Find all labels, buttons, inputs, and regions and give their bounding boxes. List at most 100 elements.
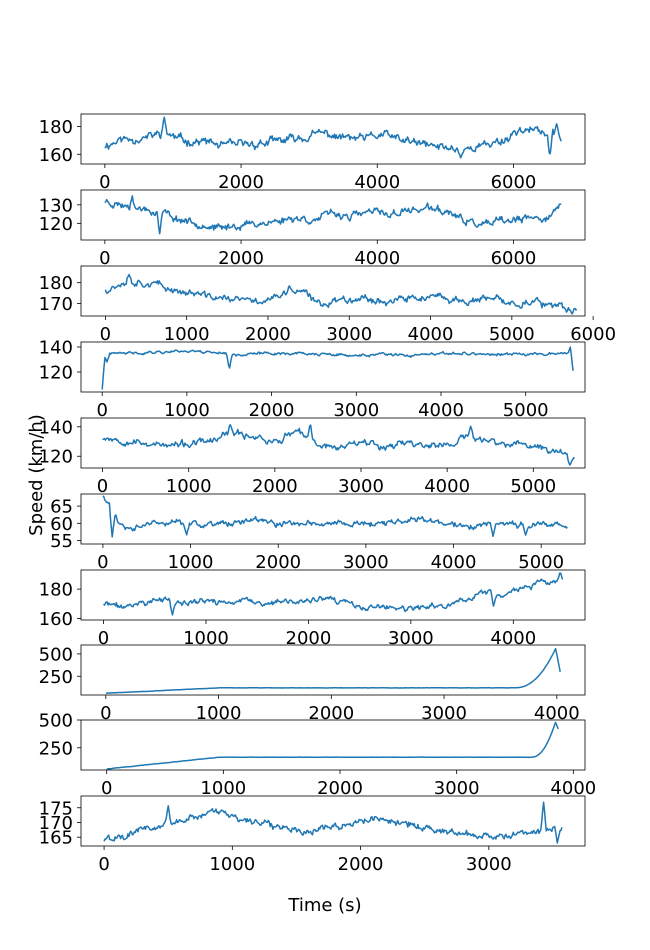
subplot-9: 250 500 0 1000 2000 3000 4000 [39, 711, 597, 800]
x-tick-label: 2000 [245, 324, 291, 345]
y-tick-label: 165 [39, 828, 73, 849]
speed-series-line [102, 424, 575, 466]
x-tick-label: 4000 [550, 778, 596, 799]
y-tick-label: 250 [39, 667, 73, 688]
y-tick-label: 140 [39, 338, 73, 359]
x-tick-label: 5000 [510, 476, 556, 497]
x-tick-label: 4000 [408, 324, 454, 345]
x-tick-label: 0 [100, 324, 111, 345]
x-tick-label: 3000 [434, 778, 480, 799]
x-tick-label: 2000 [308, 703, 354, 724]
speed-series-line [104, 273, 578, 315]
speed-series-line [105, 647, 561, 695]
y-tick-label: 130 [39, 195, 73, 216]
y-tick-label: 60 [50, 514, 73, 535]
speed-series-line [104, 195, 562, 235]
plot-frame [80, 493, 586, 545]
plot-frame [80, 569, 586, 621]
plot-frame [80, 113, 586, 165]
y-tick-label: 500 [39, 711, 73, 732]
y-tick-label: 55 [50, 531, 73, 552]
x-tick-label: 1000 [164, 324, 210, 345]
x-tick-label: 1000 [200, 778, 246, 799]
x-tick-label: 3000 [338, 476, 384, 497]
plot-frame [80, 417, 586, 469]
y-tick-label: 160 [39, 145, 73, 166]
x-tick-label: 2000 [252, 476, 298, 497]
y-tick-label: 65 [50, 497, 73, 518]
x-tick-label: 2000 [218, 172, 264, 193]
x-tick-label: 5000 [518, 552, 564, 573]
speed-series-line [104, 116, 562, 159]
x-tick-label: 1000 [168, 552, 214, 573]
y-tick-label: 140 [39, 417, 73, 438]
plot-frame [80, 265, 586, 317]
x-tick-label: 3000 [333, 400, 379, 421]
y-tick-label: 175 [39, 798, 73, 819]
subplot-1: 160 180 0 2000 4000 6000 [39, 113, 586, 193]
plot-frame [80, 795, 586, 847]
x-tick-label: 2000 [218, 248, 264, 269]
x-tick-label: 2000 [317, 778, 363, 799]
y-tick-label: 120 [39, 447, 73, 468]
x-tick-label: 4000 [354, 172, 400, 193]
y-tick-label: 180 [39, 580, 73, 601]
x-tick-label: 5000 [503, 400, 549, 421]
speed-series-line [103, 801, 563, 844]
x-tick-label: 0 [96, 400, 107, 421]
x-axis-label: Time (s) [287, 895, 361, 916]
y-tick-label: 170 [39, 813, 73, 834]
speed-series-line [102, 572, 564, 616]
y-tick-label: 180 [39, 117, 73, 138]
x-tick-label: 6000 [570, 324, 616, 345]
y-tick-label: 500 [39, 644, 73, 665]
x-tick-label: 5000 [489, 324, 535, 345]
x-tick-label: 3000 [388, 628, 434, 649]
x-tick-label: 4000 [424, 476, 470, 497]
x-tick-label: 3000 [326, 324, 372, 345]
y-tick-label: 180 [39, 273, 73, 294]
x-tick-label: 4000 [431, 552, 477, 573]
x-tick-label: 4000 [490, 628, 536, 649]
x-tick-label: 0 [97, 552, 108, 573]
x-tick-label: 1000 [164, 400, 210, 421]
x-tick-label: 0 [100, 703, 111, 724]
x-tick-label: 6000 [491, 172, 537, 193]
x-tick-label: 0 [101, 778, 112, 799]
speed-series-line [106, 721, 559, 770]
y-tick-label: 120 [39, 363, 73, 384]
x-tick-label: 0 [99, 248, 110, 269]
x-tick-label: 2000 [255, 552, 301, 573]
x-tick-label: 3000 [466, 854, 512, 875]
plot-frame [80, 189, 586, 241]
plot-frame [80, 719, 586, 771]
x-tick-label: 1000 [183, 628, 229, 649]
x-tick-label: 4000 [418, 400, 464, 421]
subplot-5: 120 140 0 1000 2000 3000 4000 5000 [39, 417, 586, 497]
x-tick-label: 2000 [338, 854, 384, 875]
x-tick-label: 4000 [354, 248, 400, 269]
y-axis-label: Speed (km/h) [26, 414, 47, 536]
y-tick-label: 160 [39, 609, 73, 630]
plot-frame [80, 341, 586, 393]
x-tick-label: 1000 [209, 854, 255, 875]
speed-series-line [102, 495, 568, 538]
plot-frame [80, 644, 586, 696]
y-tick-label: 170 [39, 294, 73, 315]
x-tick-label: 0 [98, 628, 109, 649]
x-tick-label: 1000 [196, 703, 242, 724]
x-tick-label: 2000 [286, 628, 332, 649]
x-tick-label: 1000 [166, 476, 212, 497]
y-tick-label: 250 [39, 738, 73, 759]
subplot-4: 120 140 0 1000 2000 3000 4000 5000 [39, 338, 586, 421]
x-tick-label: 0 [98, 854, 109, 875]
x-tick-label: 3000 [421, 703, 467, 724]
x-tick-label: 0 [97, 476, 108, 497]
